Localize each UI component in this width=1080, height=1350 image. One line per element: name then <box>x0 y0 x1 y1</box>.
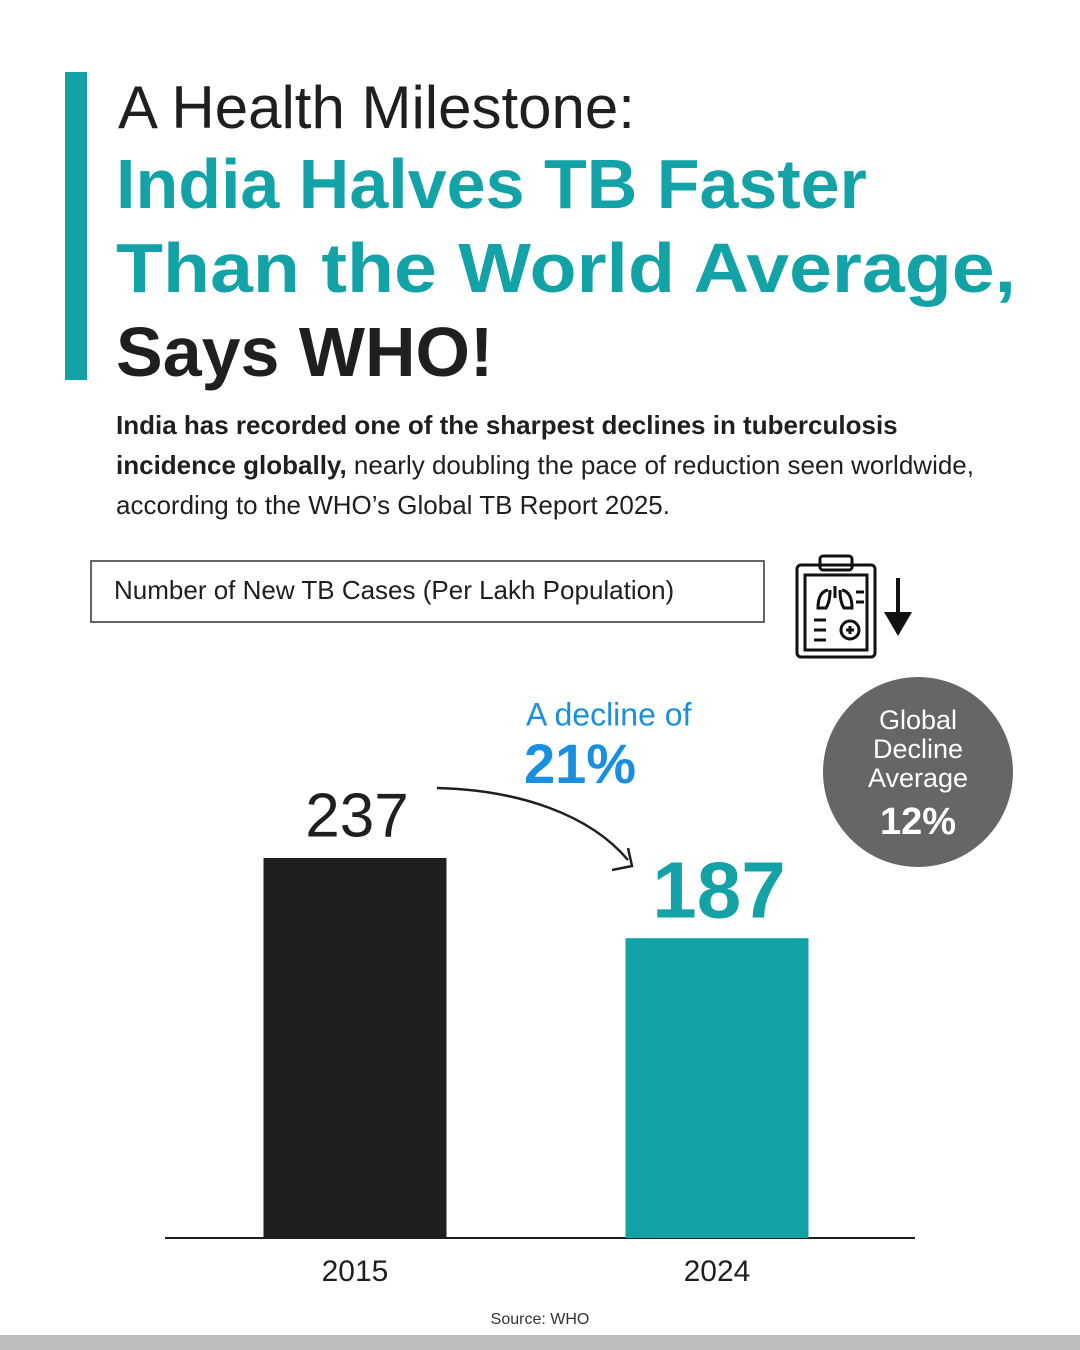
bar <box>263 858 447 1238</box>
title-line: India Halves TB Faster <box>116 145 867 223</box>
intro-bold: India has recorded one of the sharpest d… <box>116 410 898 480</box>
badge-text: Decline <box>873 734 963 764</box>
intro: India has recorded one of the sharpest d… <box>116 410 974 520</box>
clipboard-icon <box>795 554 900 659</box>
arrow <box>436 786 629 861</box>
down-arrow <box>884 612 912 636</box>
annotation: A decline of <box>526 696 692 732</box>
bar <box>625 938 809 1238</box>
footer-strip <box>0 1335 1080 1350</box>
accent-bar <box>65 72 87 380</box>
badge-value: 12% <box>880 801 956 843</box>
title-line: Than the World Average, <box>116 229 1016 307</box>
x-tick-label: 2024 <box>684 1255 751 1288</box>
source: Source: WHO <box>491 1311 590 1328</box>
value-label: 237 <box>305 781 408 850</box>
global-badge <box>823 677 1013 867</box>
value-label: 187 <box>652 845 785 934</box>
badge-text: Global <box>879 705 957 735</box>
x-tick-label: 2015 <box>322 1255 389 1288</box>
title-line: A Health Milestone: <box>118 74 635 141</box>
chart-title-box <box>90 560 765 623</box>
title-line: Says WHO! <box>116 313 493 391</box>
arrow-head <box>611 847 634 872</box>
badge-text: Average <box>868 763 968 793</box>
chart-title: Number of New TB Cases (Per Lakh Populat… <box>114 575 674 605</box>
annotation-value: 21% <box>524 732 636 795</box>
intro-text: nearly doubling the pace of reduction se… <box>116 450 974 520</box>
